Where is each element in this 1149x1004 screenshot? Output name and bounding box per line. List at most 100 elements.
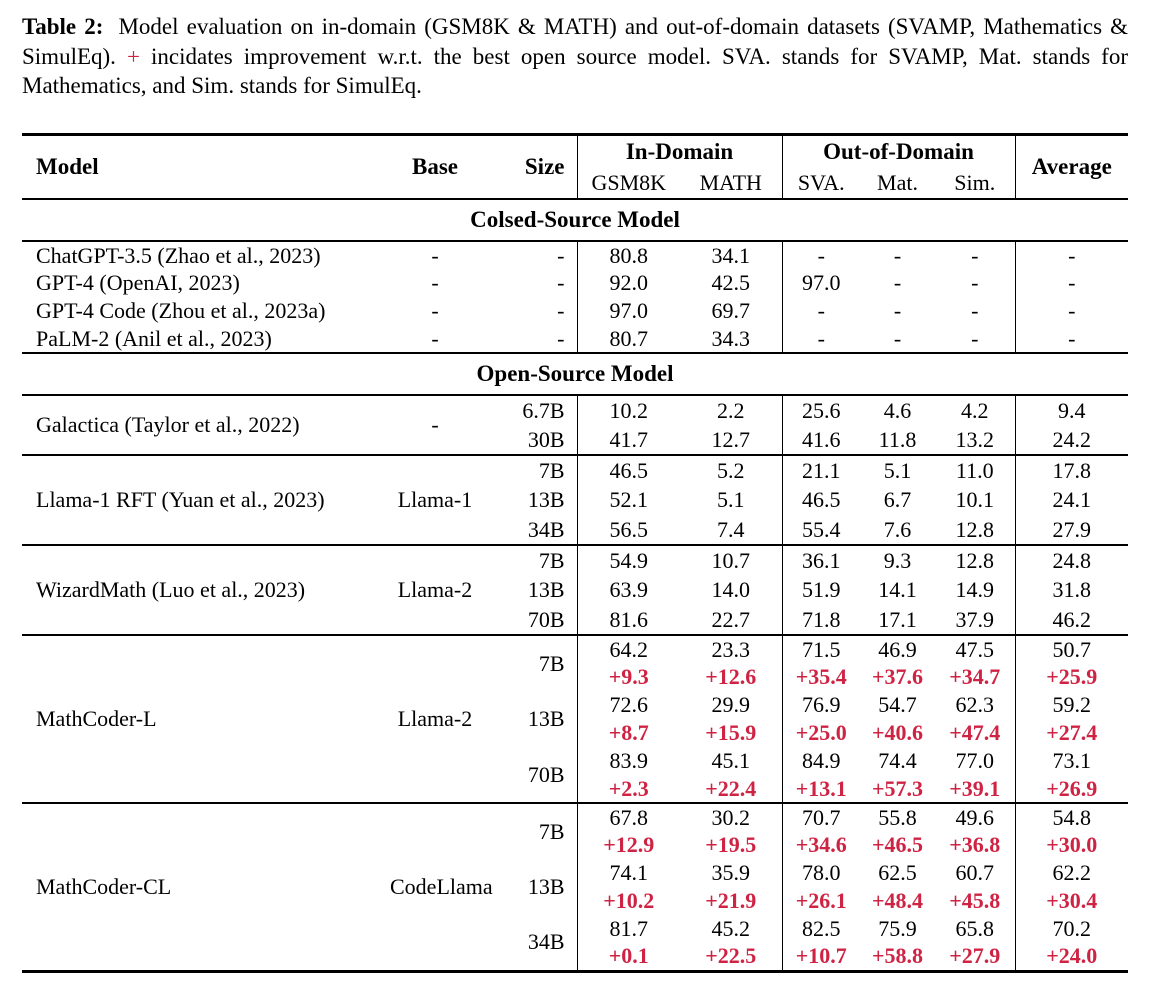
cell-size: 70B bbox=[527, 761, 565, 787]
cell-mat: 9.3 bbox=[883, 547, 912, 573]
cell-size: - bbox=[557, 270, 565, 295]
cell-gsm8k-delta: +2.3 bbox=[576, 775, 680, 803]
cell-base: Llama-2 bbox=[397, 577, 473, 602]
table-caption: Table 2: Model evaluation on in-domain (… bbox=[22, 12, 1128, 101]
cell-average: 27.9 bbox=[1014, 515, 1129, 545]
cell-gsm8k: 41.7 bbox=[576, 425, 680, 455]
cell-math: 45.1 bbox=[711, 748, 751, 773]
cell-gsm8k: 54.9 bbox=[576, 545, 680, 575]
cell-gsm8k: 83.9 bbox=[576, 747, 680, 775]
cell-sim: 12.8 bbox=[955, 516, 995, 542]
cell-math: 5.1 bbox=[717, 487, 745, 512]
cell-gsm8k: 10.2 bbox=[576, 395, 680, 425]
cell-sva: 25.6 bbox=[781, 395, 861, 425]
cell-mat: 55.8 bbox=[878, 804, 917, 830]
header-average: Average bbox=[1014, 134, 1129, 199]
cell-model: GPT-4 (OpenAI, 2023) bbox=[36, 270, 240, 295]
cell-sim-delta: +39.1 bbox=[949, 775, 1001, 801]
cell-mat: 74.4 bbox=[878, 748, 917, 773]
cell-math: 2.2 bbox=[717, 397, 745, 423]
cell-average: - bbox=[1014, 297, 1129, 325]
cell-mat: 6.7 bbox=[883, 487, 912, 512]
cell-math: 14.0 bbox=[711, 577, 751, 602]
cell-gsm8k: 56.5 bbox=[576, 515, 680, 545]
cell-average: 24.2 bbox=[1014, 425, 1129, 455]
cell-sva: 46.5 bbox=[781, 485, 861, 515]
cell-base: - bbox=[431, 325, 439, 351]
cell-average: - bbox=[1014, 269, 1129, 297]
cell-base: - bbox=[431, 242, 439, 268]
cell-sva-delta: +25.0 bbox=[781, 719, 861, 747]
cell-gsm8k: 80.7 bbox=[576, 325, 680, 353]
cell-sva: - bbox=[781, 241, 861, 269]
cell-math-delta: +22.4 bbox=[705, 775, 757, 801]
header-math: MATH bbox=[699, 169, 762, 195]
cell-average-delta: +30.4 bbox=[1014, 887, 1129, 915]
cell-average: - bbox=[1014, 241, 1129, 269]
cell-sva-delta: +13.1 bbox=[781, 775, 861, 803]
cell-sim-delta: +36.8 bbox=[949, 832, 1001, 857]
cell-mat: 62.5 bbox=[878, 860, 917, 885]
cell-model: Llama-1 RFT (Yuan et al., 2023) bbox=[36, 487, 325, 512]
header-model: Model bbox=[36, 154, 99, 179]
cell-mat-delta: +40.6 bbox=[871, 720, 924, 745]
cell-size: 34B bbox=[527, 516, 565, 542]
cell-gsm8k: 72.6 bbox=[576, 691, 680, 719]
cell-size: - bbox=[557, 298, 565, 323]
cell-average: 59.2 bbox=[1014, 691, 1129, 719]
cell-size: 13B bbox=[527, 577, 565, 602]
section-title-text: Open-Source Model bbox=[22, 352, 1129, 396]
results-table: Model Base Size In-Domain Out-of-Domain … bbox=[22, 133, 1129, 973]
cell-sim: - bbox=[971, 298, 979, 323]
cell-mat: 14.1 bbox=[878, 577, 917, 602]
cell-base: Llama-1 bbox=[397, 487, 473, 512]
cell-sim: 11.0 bbox=[955, 457, 994, 483]
table-row-delta: +10.2 +21.9 +26.1 +48.4 +45.8 +30.4 bbox=[22, 887, 1129, 915]
cell-math-delta: +22.5 bbox=[705, 943, 757, 969]
table-row: ChatGPT-3.5 (Zhao et al., 2023) - - 80.8… bbox=[22, 241, 1129, 269]
cell-size: - bbox=[557, 325, 565, 351]
cell-mat: 4.6 bbox=[883, 397, 912, 423]
table-row-delta: +9.3 +12.6 +35.4 +37.6 +34.7 +25.9 bbox=[22, 663, 1129, 691]
cell-average-delta: +25.9 bbox=[1014, 663, 1129, 691]
cell-size: 7B bbox=[538, 547, 565, 573]
cell-math: 10.7 bbox=[711, 547, 751, 573]
cell-sva-delta: +10.7 bbox=[781, 943, 861, 971]
cell-gsm8k: 74.1 bbox=[576, 859, 680, 887]
cell-average: 24.1 bbox=[1014, 485, 1129, 515]
header-in-domain: In-Domain bbox=[576, 134, 783, 167]
table-row-delta: +2.3 +22.4 +13.1 +57.3 +39.1 +26.9 bbox=[22, 775, 1129, 803]
cell-math: 7.4 bbox=[717, 516, 745, 542]
cell-mat: 46.9 bbox=[878, 636, 917, 662]
cell-gsm8k: 63.9 bbox=[576, 575, 680, 605]
header-gsm8k: GSM8K bbox=[576, 167, 680, 199]
cell-average: 24.8 bbox=[1014, 545, 1129, 575]
cell-size: 34B bbox=[527, 929, 565, 955]
caption-text-before-plus: Model evaluation on in-domain (GSM8K & M… bbox=[22, 14, 1128, 69]
cell-gsm8k: 46.5 bbox=[576, 455, 680, 485]
cell-gsm8k-delta: +12.9 bbox=[576, 831, 680, 859]
cell-math: 30.2 bbox=[711, 804, 751, 830]
cell-gsm8k: 67.8 bbox=[576, 803, 680, 831]
cell-mat: 5.1 bbox=[883, 457, 912, 483]
cell-average: - bbox=[1014, 325, 1129, 353]
cell-sim: 13.2 bbox=[955, 426, 995, 452]
cell-sim: 12.8 bbox=[955, 547, 995, 573]
cell-math-delta: +21.9 bbox=[705, 888, 757, 913]
cell-math: 34.3 bbox=[711, 325, 751, 351]
cell-average-delta: +30.0 bbox=[1014, 831, 1129, 859]
cell-sim: 4.2 bbox=[961, 397, 989, 423]
cell-sim: 37.9 bbox=[955, 606, 995, 632]
cell-average-delta: +24.0 bbox=[1014, 943, 1129, 971]
table-row: 70B 83.9 45.1 84.9 74.4 77.0 73.1 bbox=[22, 747, 1129, 787]
cell-mat: 11.8 bbox=[878, 426, 917, 452]
cell-math-delta: +12.6 bbox=[705, 664, 757, 689]
cell-mat-delta: +57.3 bbox=[871, 775, 924, 801]
cell-sim-delta: +27.9 bbox=[949, 943, 1001, 969]
cell-sva-delta: +34.6 bbox=[781, 831, 861, 859]
cell-sim: - bbox=[971, 242, 979, 268]
cell-gsm8k: 52.1 bbox=[576, 485, 680, 515]
cell-mat-delta: +37.6 bbox=[871, 664, 924, 689]
header-sim: Sim. bbox=[954, 169, 996, 195]
cell-size: 7B bbox=[538, 818, 565, 844]
